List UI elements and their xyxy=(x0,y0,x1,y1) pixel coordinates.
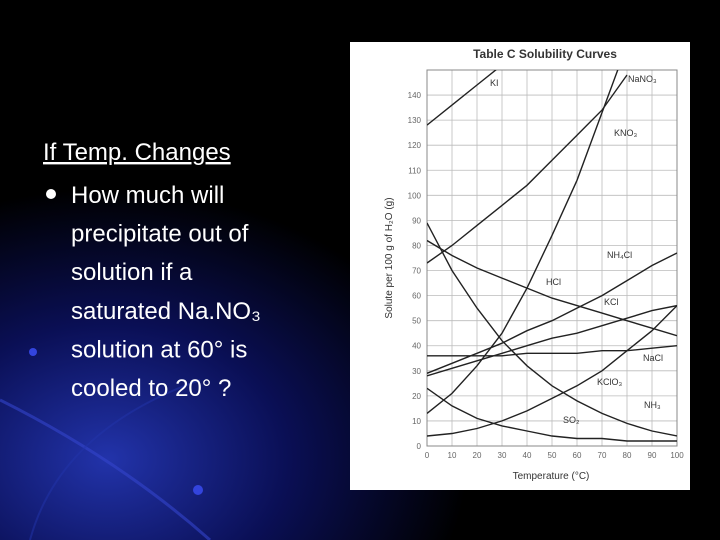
curve xyxy=(427,387,677,442)
y-tick-label: 120 xyxy=(408,141,422,150)
x-tick-label: 80 xyxy=(623,451,632,460)
x-tick-label: 60 xyxy=(573,451,582,460)
bullet-text: cooled to 20° ? xyxy=(71,375,231,402)
y-tick-label: 70 xyxy=(412,267,421,276)
y-tick-label: 0 xyxy=(417,442,422,451)
x-tick-label: 10 xyxy=(448,451,457,460)
bullet-text: solution at 60° is xyxy=(71,336,247,363)
y-tick-label: 110 xyxy=(408,166,421,175)
y-tick-label: 60 xyxy=(412,292,421,301)
dot xyxy=(193,485,203,495)
y-tick-label: 30 xyxy=(412,367,421,376)
bullet-text: How much will xyxy=(71,182,224,209)
x-tick-label: 40 xyxy=(523,451,532,460)
x-axis-label: Temperature (°C) xyxy=(513,471,590,482)
plot-frame xyxy=(426,69,678,447)
x-tick-label: 30 xyxy=(498,451,507,460)
chart-title: Table C Solubility Curves xyxy=(473,47,617,61)
x-tick-label: 100 xyxy=(670,451,684,460)
curve-label: NaNO₃ xyxy=(628,74,657,84)
y-tick-label: 100 xyxy=(408,191,422,200)
dot xyxy=(29,348,37,356)
curves xyxy=(427,70,677,442)
curve xyxy=(427,304,677,377)
y-tick-label: 50 xyxy=(412,317,421,326)
swirl xyxy=(29,379,201,540)
x-tick-label: 20 xyxy=(473,451,482,460)
curve-label: NH₄Cl xyxy=(607,250,632,260)
y-tick-label: 90 xyxy=(412,216,421,225)
y-tick-label: 20 xyxy=(412,392,421,401)
bullet-text: solution if a xyxy=(71,259,193,286)
y-tick-label: 80 xyxy=(412,241,421,250)
curve xyxy=(427,252,677,374)
curve-label: KCl xyxy=(604,297,619,307)
y-tick-label: 130 xyxy=(408,116,422,125)
curve-label: KNO₃ xyxy=(614,128,638,138)
curve xyxy=(427,222,677,437)
y-axis-label: Solute per 100 g of H₂O (g) xyxy=(384,197,395,318)
curve-label: KClO₃ xyxy=(597,377,623,387)
curve-label: NaCl xyxy=(643,353,663,363)
curve xyxy=(427,305,677,437)
curve-label: KI xyxy=(490,78,499,88)
y-tick-label: 140 xyxy=(408,91,422,100)
curve xyxy=(427,70,497,126)
curve-label: HCl xyxy=(546,277,561,287)
curve xyxy=(427,345,677,357)
x-tick-label: 90 xyxy=(648,451,657,460)
heading: If Temp. Changes xyxy=(43,139,231,166)
swirl xyxy=(0,398,211,540)
x-tick-label: 50 xyxy=(548,451,557,460)
curve xyxy=(427,239,677,337)
bullet-text: saturated Na.NO₃ xyxy=(71,298,261,325)
curve-label: NH₃ xyxy=(644,400,661,410)
curve-label: SO₂ xyxy=(563,415,580,425)
bullet xyxy=(46,189,56,199)
bullet-text: precipitate out of xyxy=(71,221,249,248)
x-tick-label: 0 xyxy=(425,451,430,460)
chart-image xyxy=(350,42,690,490)
y-tick-label: 10 xyxy=(412,417,421,426)
curve xyxy=(427,74,628,264)
x-tick-label: 70 xyxy=(598,451,607,460)
y-tick-label: 40 xyxy=(412,342,421,351)
